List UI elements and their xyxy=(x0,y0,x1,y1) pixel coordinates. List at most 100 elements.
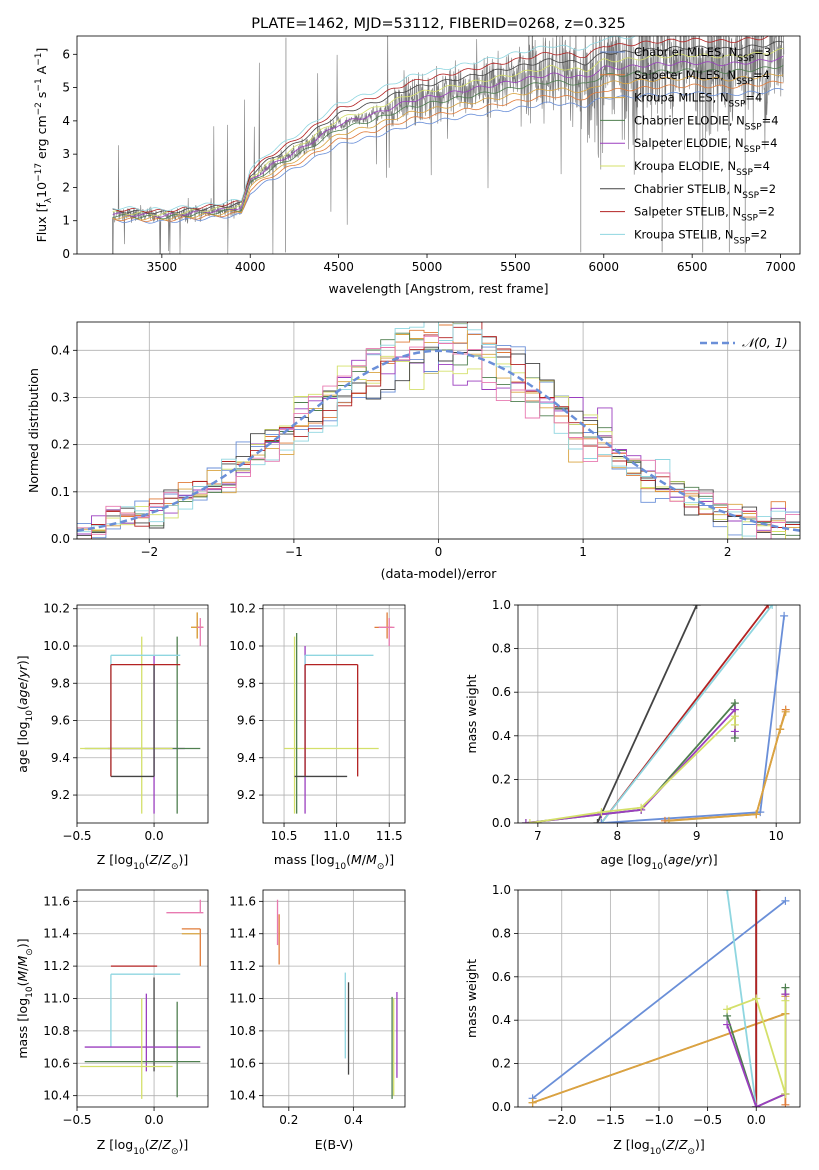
y-axis-label: mass [log10(M/M⊙)] xyxy=(15,938,35,1058)
x-tick-label: 2 xyxy=(724,545,732,559)
data-point xyxy=(752,994,761,1003)
model-line-chabrier-miles xyxy=(112,87,784,224)
x-tick-label: 4000 xyxy=(235,260,266,274)
model-line-salpeter-elodie xyxy=(112,55,784,218)
plot-area xyxy=(112,36,785,254)
x-tick-label: −1 xyxy=(285,545,303,559)
x-tick-label: 0.0 xyxy=(747,1113,766,1127)
y-tick-label: 10.8 xyxy=(43,1024,70,1038)
data-point xyxy=(597,808,606,817)
y-tick-label: 0.2 xyxy=(51,438,70,452)
series-line-chabrier-stelib xyxy=(596,605,698,823)
data-point xyxy=(597,819,606,823)
x-tick-label: −0.5 xyxy=(62,1113,91,1127)
x-tick-label: 9 xyxy=(693,829,701,843)
axes-frame xyxy=(262,889,406,1108)
y-tick-label: 10.2 xyxy=(43,602,70,616)
legend-entry: 𝒩(0, 1) xyxy=(742,335,788,350)
legend-entry: Salpeter MILES, NSSP=4 xyxy=(634,68,770,87)
plot-area xyxy=(80,899,204,1099)
series-line-kroupa-miles xyxy=(668,711,787,822)
data-point xyxy=(593,819,602,823)
x-tick-label: 5500 xyxy=(500,260,531,274)
y-tick-label: 0.6 xyxy=(492,685,511,699)
y-tick-label: 9.4 xyxy=(237,751,256,765)
chart-spectrum: 3500 4000 4500 5000 5500 6000 6500 7000 0 1 2 3 4 5 6 w… xyxy=(34,35,801,296)
y-tick-label: 9.6 xyxy=(237,714,256,728)
x-tick-label: −2.0 xyxy=(547,1113,576,1127)
series-line-kroupa-elodie xyxy=(726,997,787,1095)
y-tick-label: 10.6 xyxy=(43,1056,70,1070)
y-tick-label: 9.4 xyxy=(51,751,70,765)
y-tick-label: 10.2 xyxy=(229,602,256,616)
chart-age-vs-Z: −0.5 0.0 9.2 9.4 9.6 9.8 10.0 10.2 Z [log10(Z/Z⊙… xyxy=(15,602,209,872)
series-line-chabrier-miles xyxy=(532,900,786,1100)
y-tick-label: 11.6 xyxy=(229,894,256,908)
legend-entry: Salpeter STELIB, NSSP=2 xyxy=(634,205,775,224)
y-tick-label: 11.6 xyxy=(43,894,70,908)
data-point xyxy=(781,707,790,716)
residual-histogram xyxy=(77,335,800,539)
y-tick-label: 11.4 xyxy=(43,927,70,941)
model-line-kroupa-miles xyxy=(112,73,784,221)
data-point xyxy=(637,803,646,812)
data-point xyxy=(730,720,739,729)
y-tick-label: 10.0 xyxy=(43,639,70,653)
x-tick-label: 5000 xyxy=(412,260,443,274)
x-axis-label: Z [log10(Z/Z⊙)] xyxy=(97,1137,189,1157)
y-tick-label: 1.0 xyxy=(492,883,511,897)
data-point xyxy=(781,1089,790,1098)
x-tick-label: 0 xyxy=(435,545,443,559)
x-tick-label: 0.0 xyxy=(145,1113,164,1127)
y-axis-label: Normed distribution xyxy=(26,368,41,493)
y-tick-label: 10.0 xyxy=(229,639,256,653)
axes-frame xyxy=(262,604,406,824)
plot-area xyxy=(77,322,800,539)
plot-area xyxy=(276,899,398,1099)
y-axis-label: age [log10(age/yr)] xyxy=(15,655,35,772)
x-tick-label: 10 xyxy=(769,829,784,843)
y-tick-label: 6 xyxy=(62,47,70,61)
x-tick-label: 8 xyxy=(613,829,621,843)
y-tick-label: 0.1 xyxy=(51,485,70,499)
y-tick-label: 1.0 xyxy=(492,598,511,612)
y-tick-label: 11.2 xyxy=(43,959,70,973)
y-tick-label: 3 xyxy=(62,147,70,161)
data-point xyxy=(764,605,773,609)
series-line-kroupa-stelib xyxy=(726,890,758,1107)
axes-frame xyxy=(76,604,209,824)
y-tick-label: 0.8 xyxy=(492,926,511,940)
data-point xyxy=(781,896,790,905)
x-tick-label: −0.5 xyxy=(62,829,91,843)
chart-massweight-vs-age: 7 8 9 10 0.0 0.2 0.4 0.6 0.8 1.0 age [log10(age/yr… xyxy=(464,598,801,872)
y-tick-label: 0.0 xyxy=(492,816,511,830)
y-tick-label: 1 xyxy=(62,214,70,228)
series-line-kroupa-elodie xyxy=(529,714,736,823)
data-point xyxy=(752,810,761,819)
data-point xyxy=(781,996,790,1005)
series-line-kroupa-stelib xyxy=(600,605,773,823)
y-tick-label: 0.2 xyxy=(492,772,511,786)
y-tick-label: 11.0 xyxy=(43,992,70,1006)
axes-frame xyxy=(76,889,209,1108)
x-tick-label: −0.5 xyxy=(693,1113,722,1127)
y-tick-label: 2 xyxy=(62,180,70,194)
x-axis-label: Z [log10(Z/Z⊙)] xyxy=(97,852,189,872)
x-axis-label: E(B-V) xyxy=(315,1137,354,1152)
data-point xyxy=(664,816,673,823)
series-line-chabrier-elodie xyxy=(525,700,736,823)
y-tick-label: 0.4 xyxy=(492,1013,511,1027)
y-tick-label: 11.2 xyxy=(229,959,256,973)
x-axis-label: mass [log10(M/M⊙)] xyxy=(274,852,394,872)
y-tick-label: 0.2 xyxy=(492,1057,511,1071)
y-tick-label: 10.4 xyxy=(43,1089,70,1103)
data-point xyxy=(723,890,732,894)
y-tick-label: 0.4 xyxy=(51,343,70,357)
y-tick-label: 4 xyxy=(62,114,70,128)
x-tick-label: 1 xyxy=(579,545,587,559)
x-tick-label: 0.0 xyxy=(145,829,164,843)
y-tick-label: 10.8 xyxy=(229,1024,256,1038)
normal-distribution-curve xyxy=(77,349,800,532)
y-axis-label: mass weight xyxy=(464,674,479,753)
series-line-chabrier-miles xyxy=(601,615,785,823)
